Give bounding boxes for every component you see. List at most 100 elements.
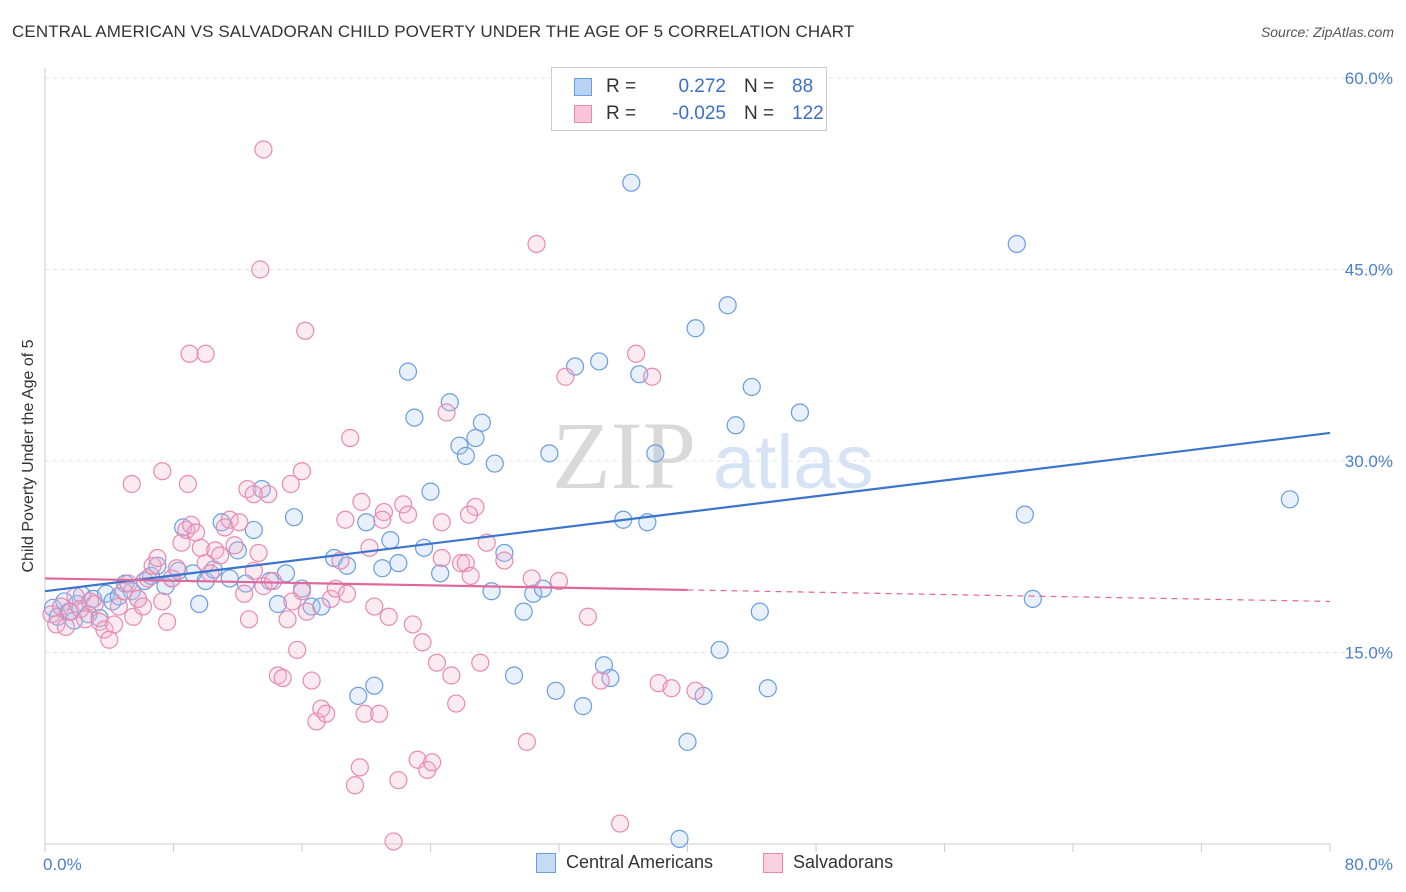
series-legend: Central Americans Salvadorans [0, 852, 1406, 878]
data-point [374, 502, 394, 522]
data-point [373, 559, 392, 578]
data-point [350, 758, 369, 777]
data-point [1280, 490, 1299, 509]
data-point [278, 610, 297, 629]
data-point [349, 686, 368, 706]
legend-swatch-blue [536, 852, 556, 873]
legend-r-label: R = [606, 103, 637, 124]
data-point [292, 582, 312, 601]
data-point [230, 513, 249, 532]
data-point [122, 474, 141, 494]
data-point [742, 377, 761, 397]
data-point [394, 495, 413, 514]
data-point [352, 492, 371, 511]
data-point [228, 541, 247, 560]
data-point [413, 633, 432, 652]
data-point [431, 564, 450, 583]
data-point [284, 508, 304, 527]
data-point [206, 541, 225, 560]
data-point [296, 321, 315, 340]
y-tick-label: 15.0% [1345, 644, 1393, 663]
data-point [244, 520, 263, 540]
data-point [726, 416, 745, 435]
data-point [447, 694, 466, 713]
data-point [750, 602, 769, 621]
data-point [85, 594, 104, 614]
data-point [670, 829, 689, 848]
data-point [109, 597, 128, 616]
data-point [477, 533, 496, 552]
trend-lines [44, 431, 1331, 603]
data-point [643, 367, 662, 386]
data-point [456, 446, 475, 465]
data-point [573, 697, 593, 716]
data-point [297, 602, 316, 621]
chart-title: CENTRAL AMERICAN VS SALVADORAN CHILD POV… [12, 22, 855, 41]
data-point [365, 597, 384, 616]
data-point [546, 681, 565, 700]
data-point [148, 548, 167, 568]
data-point [686, 681, 705, 700]
data-point [646, 444, 665, 463]
series-central-americans [43, 173, 1299, 848]
trend-line-salvadorans-extension [687, 589, 1331, 603]
data-point [610, 814, 630, 833]
data-point [414, 538, 434, 557]
data-point [56, 617, 75, 637]
data-point [365, 676, 384, 695]
data-point [450, 436, 469, 455]
data-point [442, 666, 461, 685]
data-point [302, 597, 321, 616]
y-tick-label: 30.0% [1345, 452, 1393, 471]
watermark-zip: ZIP [552, 402, 696, 509]
data-point [495, 543, 514, 563]
data-point [360, 538, 379, 557]
series-salvadorans [42, 140, 705, 851]
data-point [533, 579, 553, 598]
data-point [336, 510, 355, 529]
data-point [389, 554, 408, 573]
data-point [316, 704, 336, 723]
data-point [495, 551, 514, 570]
data-point [268, 594, 288, 614]
data-point [504, 666, 524, 685]
data-point [244, 485, 263, 504]
data-point [167, 559, 186, 578]
data-point [384, 832, 403, 851]
data-point [578, 607, 598, 626]
data-point [678, 732, 697, 751]
legend-r-value: 0.272 [678, 76, 726, 97]
y-axis-label: Child Poverty Under the Age of 5 [20, 339, 37, 572]
data-point [451, 554, 471, 573]
legend-label: Central Americans [566, 852, 714, 872]
data-point [51, 597, 71, 616]
data-point [686, 319, 705, 338]
data-point [95, 620, 114, 639]
data-point [556, 367, 575, 386]
watermark: ZIP atlas [552, 402, 874, 509]
data-point [381, 531, 400, 550]
legend-item-salvadorans[interactable]: Salvadorans [763, 852, 893, 873]
data-point [622, 173, 641, 192]
legend-item-central-americans[interactable]: Central Americans [536, 852, 713, 873]
data-point [471, 653, 490, 672]
data-point [790, 403, 810, 422]
data-point [466, 428, 485, 448]
data-point [432, 513, 451, 532]
data-point [389, 771, 408, 790]
data-point [710, 640, 729, 660]
data-point [403, 615, 422, 634]
data-point [249, 543, 268, 563]
data-point [514, 602, 533, 621]
data-point [312, 699, 331, 718]
data-point [432, 548, 451, 568]
data-point [662, 679, 681, 698]
data-point [148, 556, 167, 575]
data-point [591, 671, 610, 690]
data-point [485, 454, 504, 473]
data-point [345, 776, 365, 795]
y-tick-label: 45.0% [1345, 261, 1393, 280]
data-point [524, 584, 543, 603]
data-point [133, 597, 153, 616]
legend-row-central-americans: R = 0.272 N = 88 [574, 76, 813, 98]
